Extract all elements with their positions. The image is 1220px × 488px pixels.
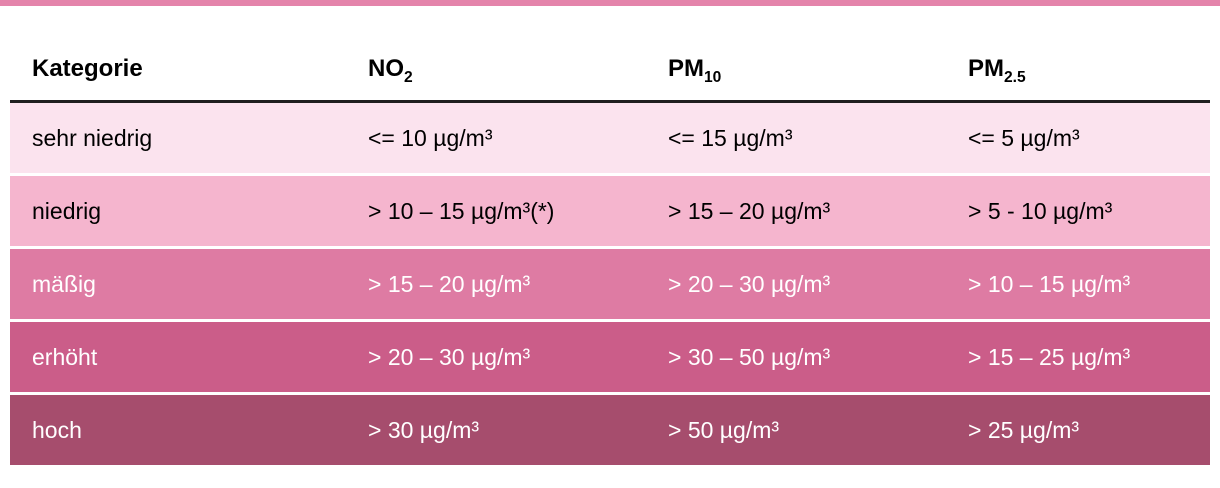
pm10-cell: > 15 – 20 µg/m³ [668,197,831,224]
air-quality-category-table: Kategorie NO2 PM10 PM2.5 sehr niedrig <=… [10,38,1210,465]
header-pm25-base: PM [968,55,1004,82]
header-kategorie: Kategorie [32,55,143,82]
pm10-cell: <= 15 µg/m³ [668,124,793,151]
header-pm10-subscript: 10 [704,68,722,86]
pm10-cell: > 20 – 30 µg/m³ [668,270,831,297]
category-cell: hoch [32,416,82,443]
pm25-cell: > 25 µg/m³ [968,416,1080,443]
category-cell: sehr niedrig [32,124,153,151]
pm25-cell: > 10 – 15 µg/m³ [968,270,1131,297]
header-pm25: PM2.5 [968,55,1210,86]
table-row-maessig: mäßig > 15 – 20 µg/m³ > 20 – 30 µg/m³ > … [10,249,1210,319]
pm25-cell: <= 5 µg/m³ [968,124,1080,151]
header-pm25-subscript: 2.5 [1004,68,1026,86]
category-cell: erhöht [32,343,98,370]
pm10-cell: > 50 µg/m³ [668,416,780,443]
category-cell: niedrig [32,197,102,224]
header-pm10: PM10 [668,55,968,86]
table-row-niedrig: niedrig > 10 – 15 µg/m³(*) > 15 – 20 µg/… [10,176,1210,246]
no2-cell: > 15 – 20 µg/m³ [368,270,531,297]
no2-cell: > 30 µg/m³ [368,416,480,443]
pm25-cell: > 5 - 10 µg/m³ [968,197,1113,224]
no2-cell: <= 10 µg/m³ [368,124,493,151]
top-accent-bar [0,0,1220,6]
category-cell: mäßig [32,270,96,297]
table-row-hoch: hoch > 30 µg/m³ > 50 µg/m³ > 25 µg/m³ [10,395,1210,465]
table-header-row: Kategorie NO2 PM10 PM2.5 [10,38,1210,103]
pm25-cell: > 15 – 25 µg/m³ [968,343,1131,370]
no2-cell: > 20 – 30 µg/m³ [368,343,531,370]
table-row-sehr-niedrig: sehr niedrig <= 10 µg/m³ <= 15 µg/m³ <= … [10,103,1210,173]
header-no2: NO2 [368,55,668,86]
header-no2-base: NO [368,55,404,82]
no2-cell: > 10 – 15 µg/m³(*) [368,197,555,224]
pm10-cell: > 30 – 50 µg/m³ [668,343,831,370]
table-row-erhoeht: erhöht > 20 – 30 µg/m³ > 30 – 50 µg/m³ >… [10,322,1210,392]
header-pm10-base: PM [668,55,704,82]
header-no2-subscript: 2 [404,68,413,86]
